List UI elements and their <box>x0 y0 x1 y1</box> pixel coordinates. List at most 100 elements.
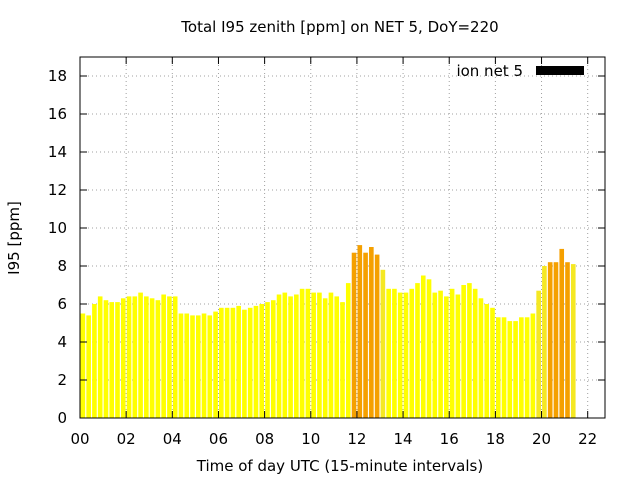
bar <box>484 304 490 418</box>
bar <box>328 292 334 418</box>
y-tick-label: 16 <box>48 105 67 123</box>
bar <box>438 290 443 418</box>
bar <box>242 309 247 418</box>
bar <box>322 298 328 418</box>
bar <box>392 288 397 418</box>
legend-label-ion-net-5: ion net 5 <box>456 62 523 80</box>
bar <box>115 302 120 418</box>
x-tick-label: 20 <box>532 430 551 448</box>
bar <box>144 296 149 418</box>
bar <box>513 321 518 418</box>
bar <box>294 294 299 418</box>
bar <box>432 292 438 418</box>
bar <box>478 298 484 418</box>
bar <box>236 305 241 418</box>
bar <box>86 315 91 418</box>
x-axis-label: Time of day UTC (15-minute intervals) <box>196 457 483 475</box>
bar <box>276 294 282 418</box>
x-tick-label: 00 <box>70 430 89 448</box>
bar <box>311 292 316 418</box>
x-tick-label: 12 <box>347 430 366 448</box>
bar <box>155 300 161 418</box>
bar <box>120 298 126 418</box>
x-tick-label: 18 <box>486 430 505 448</box>
bar <box>282 292 288 418</box>
bar <box>195 315 201 418</box>
bar <box>467 283 472 418</box>
x-tick-label: 14 <box>394 430 413 448</box>
bar <box>270 300 276 418</box>
legend-swatch <box>536 66 584 75</box>
bar <box>126 296 132 418</box>
bar <box>409 288 415 418</box>
bar <box>201 313 207 418</box>
x-tick-label: 06 <box>209 430 228 448</box>
y-tick-label: 2 <box>57 371 67 389</box>
bar <box>374 254 380 418</box>
y-tick-label: 12 <box>48 181 67 199</box>
x-tick-label: 08 <box>255 430 274 448</box>
bar <box>536 290 541 418</box>
grid-lines <box>80 57 605 418</box>
bar <box>172 296 178 418</box>
bar <box>507 321 513 418</box>
bar <box>455 294 461 418</box>
bar <box>247 307 253 418</box>
plot-frame <box>79 56 606 419</box>
bar <box>190 315 195 418</box>
bar <box>305 288 311 418</box>
y-tick-label: 8 <box>57 257 67 275</box>
bar <box>184 313 190 418</box>
bar <box>109 302 115 418</box>
y-tick-label: 10 <box>48 219 67 237</box>
bar <box>161 294 166 418</box>
bar <box>386 288 391 418</box>
x-tick-label: 22 <box>578 430 597 448</box>
bar <box>345 283 351 418</box>
bar <box>397 292 403 418</box>
legend: ion net 5 <box>456 62 584 80</box>
bar <box>207 315 213 418</box>
y-tick-label: 18 <box>48 67 67 85</box>
bar <box>449 288 455 418</box>
bar <box>334 296 340 418</box>
bars <box>80 245 576 418</box>
bar <box>519 317 524 418</box>
bar <box>524 317 530 418</box>
bar <box>265 302 270 418</box>
bar <box>490 307 495 418</box>
bar <box>253 305 259 418</box>
chart-title: Total I95 zenith [ppm] on NET 5, DoY=220 <box>180 18 498 36</box>
y-tick-label: 0 <box>57 409 67 427</box>
bar <box>363 252 368 418</box>
y-tick-label: 14 <box>48 143 67 161</box>
y-tick-label: 6 <box>57 295 67 313</box>
bar <box>317 292 322 418</box>
bar <box>461 285 466 418</box>
bar <box>80 313 86 418</box>
y-axis-label: I95 [ppm] <box>5 201 23 275</box>
bar <box>132 296 138 418</box>
bar <box>565 262 570 418</box>
bar <box>103 300 109 418</box>
bar <box>380 269 386 418</box>
bar <box>501 317 507 418</box>
bar <box>224 307 230 418</box>
bar <box>547 262 553 418</box>
bar <box>495 317 501 418</box>
bar <box>299 288 305 418</box>
bar <box>559 248 565 418</box>
x-tick-label: 16 <box>440 430 459 448</box>
bar <box>178 313 184 418</box>
bar <box>288 296 293 418</box>
bar <box>351 252 357 418</box>
bar <box>542 266 547 418</box>
bar <box>219 307 224 418</box>
bar <box>570 264 576 418</box>
bar <box>97 296 103 418</box>
bar <box>403 292 409 418</box>
bar <box>92 304 97 418</box>
bar <box>426 279 432 418</box>
